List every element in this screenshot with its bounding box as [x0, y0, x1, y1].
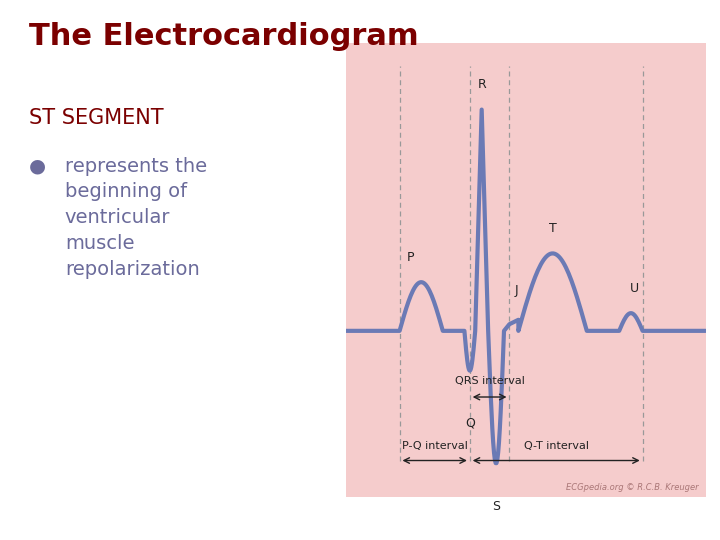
- Text: R: R: [477, 78, 486, 91]
- Text: Q: Q: [465, 416, 474, 429]
- Text: ●: ●: [29, 157, 46, 176]
- Text: T: T: [549, 222, 557, 235]
- Text: J: J: [515, 284, 518, 297]
- Text: S: S: [492, 500, 500, 513]
- Text: U: U: [630, 282, 639, 295]
- Text: QRS interval: QRS interval: [454, 376, 525, 386]
- Text: P: P: [407, 251, 414, 264]
- Text: ST SEGMENT: ST SEGMENT: [29, 108, 163, 128]
- FancyBboxPatch shape: [346, 43, 706, 497]
- Text: Q-T interval: Q-T interval: [523, 441, 589, 451]
- Text: The Electrocardiogram: The Electrocardiogram: [29, 22, 418, 51]
- Text: P-Q interval: P-Q interval: [402, 441, 467, 451]
- Text: represents the
beginning of
ventricular
muscle
repolarization: represents the beginning of ventricular …: [65, 157, 207, 279]
- Text: ECGpedia.org © R.C.B. Kreuger: ECGpedia.org © R.C.B. Kreuger: [566, 483, 698, 492]
